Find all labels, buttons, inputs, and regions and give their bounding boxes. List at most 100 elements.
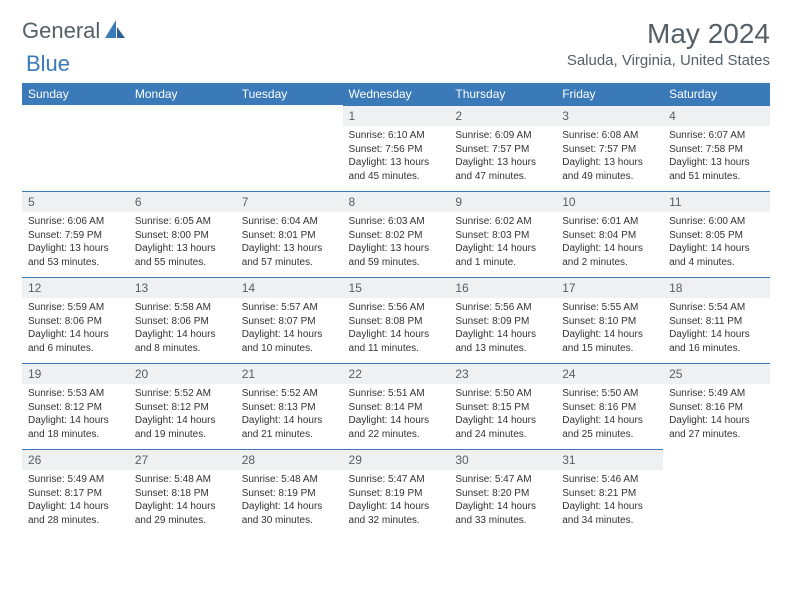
- calendar-day-cell: 16Sunrise: 5:56 AMSunset: 8:09 PMDayligh…: [449, 277, 556, 363]
- day-info: Sunrise: 5:46 AMSunset: 8:21 PMDaylight:…: [556, 470, 663, 531]
- weekday-header: Thursday: [449, 83, 556, 105]
- day-info: Sunrise: 6:06 AMSunset: 7:59 PMDaylight:…: [22, 212, 129, 273]
- month-title: May 2024: [567, 18, 770, 50]
- calendar-day-cell: 30Sunrise: 5:47 AMSunset: 8:20 PMDayligh…: [449, 449, 556, 535]
- weekday-header: Friday: [556, 83, 663, 105]
- day-number: 29: [343, 449, 450, 470]
- calendar-day-cell: 12Sunrise: 5:59 AMSunset: 8:06 PMDayligh…: [22, 277, 129, 363]
- day-number: 9: [449, 191, 556, 212]
- calendar-table: SundayMondayTuesdayWednesdayThursdayFrid…: [22, 83, 770, 535]
- calendar-day-cell: 14Sunrise: 5:57 AMSunset: 8:07 PMDayligh…: [236, 277, 343, 363]
- day-number: 4: [663, 105, 770, 126]
- day-info: Sunrise: 5:48 AMSunset: 8:19 PMDaylight:…: [236, 470, 343, 531]
- calendar-day-cell: 3Sunrise: 6:08 AMSunset: 7:57 PMDaylight…: [556, 105, 663, 191]
- day-info: Sunrise: 5:47 AMSunset: 8:20 PMDaylight:…: [449, 470, 556, 531]
- calendar-day-cell: 11Sunrise: 6:00 AMSunset: 8:05 PMDayligh…: [663, 191, 770, 277]
- day-info: Sunrise: 5:51 AMSunset: 8:14 PMDaylight:…: [343, 384, 450, 445]
- calendar-body: 1Sunrise: 6:10 AMSunset: 7:56 PMDaylight…: [22, 105, 770, 535]
- day-info: Sunrise: 5:47 AMSunset: 8:19 PMDaylight:…: [343, 470, 450, 531]
- day-number: 11: [663, 191, 770, 212]
- day-info: Sunrise: 5:56 AMSunset: 8:08 PMDaylight:…: [343, 298, 450, 359]
- logo-sail-icon: [104, 19, 126, 44]
- day-info: Sunrise: 5:55 AMSunset: 8:10 PMDaylight:…: [556, 298, 663, 359]
- weekday-header: Wednesday: [343, 83, 450, 105]
- calendar-day-cell: 17Sunrise: 5:55 AMSunset: 8:10 PMDayligh…: [556, 277, 663, 363]
- weekday-header: Tuesday: [236, 83, 343, 105]
- day-info: Sunrise: 5:52 AMSunset: 8:12 PMDaylight:…: [129, 384, 236, 445]
- calendar-day-cell: 9Sunrise: 6:02 AMSunset: 8:03 PMDaylight…: [449, 191, 556, 277]
- day-info: Sunrise: 6:07 AMSunset: 7:58 PMDaylight:…: [663, 126, 770, 187]
- day-info: Sunrise: 5:48 AMSunset: 8:18 PMDaylight:…: [129, 470, 236, 531]
- day-info: Sunrise: 6:10 AMSunset: 7:56 PMDaylight:…: [343, 126, 450, 187]
- weekday-header-row: SundayMondayTuesdayWednesdayThursdayFrid…: [22, 83, 770, 105]
- calendar-day-cell: 21Sunrise: 5:52 AMSunset: 8:13 PMDayligh…: [236, 363, 343, 449]
- logo-text-general: General: [22, 18, 100, 44]
- day-number: 22: [343, 363, 450, 384]
- day-number: 25: [663, 363, 770, 384]
- day-number: 27: [129, 449, 236, 470]
- day-number: 7: [236, 191, 343, 212]
- day-info: Sunrise: 6:04 AMSunset: 8:01 PMDaylight:…: [236, 212, 343, 273]
- day-info: Sunrise: 5:53 AMSunset: 8:12 PMDaylight:…: [22, 384, 129, 445]
- day-number: 20: [129, 363, 236, 384]
- day-info: Sunrise: 5:57 AMSunset: 8:07 PMDaylight:…: [236, 298, 343, 359]
- calendar-day-cell: 28Sunrise: 5:48 AMSunset: 8:19 PMDayligh…: [236, 449, 343, 535]
- day-number: 13: [129, 277, 236, 298]
- title-block: May 2024 Saluda, Virginia, United States: [567, 18, 770, 69]
- calendar-day-cell: 31Sunrise: 5:46 AMSunset: 8:21 PMDayligh…: [556, 449, 663, 535]
- calendar-day-cell: 25Sunrise: 5:49 AMSunset: 8:16 PMDayligh…: [663, 363, 770, 449]
- calendar-day-cell: 8Sunrise: 6:03 AMSunset: 8:02 PMDaylight…: [343, 191, 450, 277]
- day-info: Sunrise: 5:49 AMSunset: 8:17 PMDaylight:…: [22, 470, 129, 531]
- calendar-day-cell: 15Sunrise: 5:56 AMSunset: 8:08 PMDayligh…: [343, 277, 450, 363]
- calendar-week-row: 26Sunrise: 5:49 AMSunset: 8:17 PMDayligh…: [22, 449, 770, 535]
- calendar-day-cell: 23Sunrise: 5:50 AMSunset: 8:15 PMDayligh…: [449, 363, 556, 449]
- calendar-day-cell: 5Sunrise: 6:06 AMSunset: 7:59 PMDaylight…: [22, 191, 129, 277]
- calendar-day-cell: 22Sunrise: 5:51 AMSunset: 8:14 PMDayligh…: [343, 363, 450, 449]
- day-info: Sunrise: 6:03 AMSunset: 8:02 PMDaylight:…: [343, 212, 450, 273]
- calendar-day-cell: 7Sunrise: 6:04 AMSunset: 8:01 PMDaylight…: [236, 191, 343, 277]
- day-number: 8: [343, 191, 450, 212]
- calendar-day-cell: [236, 105, 343, 191]
- day-number: 24: [556, 363, 663, 384]
- day-number: 12: [22, 277, 129, 298]
- calendar-day-cell: [22, 105, 129, 191]
- calendar-day-cell: 19Sunrise: 5:53 AMSunset: 8:12 PMDayligh…: [22, 363, 129, 449]
- day-number: 18: [663, 277, 770, 298]
- day-number: 26: [22, 449, 129, 470]
- calendar-day-cell: 24Sunrise: 5:50 AMSunset: 8:16 PMDayligh…: [556, 363, 663, 449]
- calendar-week-row: 19Sunrise: 5:53 AMSunset: 8:12 PMDayligh…: [22, 363, 770, 449]
- day-info: Sunrise: 6:00 AMSunset: 8:05 PMDaylight:…: [663, 212, 770, 273]
- calendar-day-cell: 29Sunrise: 5:47 AMSunset: 8:19 PMDayligh…: [343, 449, 450, 535]
- day-number: 15: [343, 277, 450, 298]
- calendar-day-cell: 4Sunrise: 6:07 AMSunset: 7:58 PMDaylight…: [663, 105, 770, 191]
- day-info: Sunrise: 6:08 AMSunset: 7:57 PMDaylight:…: [556, 126, 663, 187]
- day-info: Sunrise: 5:56 AMSunset: 8:09 PMDaylight:…: [449, 298, 556, 359]
- weekday-header: Saturday: [663, 83, 770, 105]
- day-number: 16: [449, 277, 556, 298]
- day-number: 6: [129, 191, 236, 212]
- calendar-day-cell: 20Sunrise: 5:52 AMSunset: 8:12 PMDayligh…: [129, 363, 236, 449]
- day-number: 2: [449, 105, 556, 126]
- calendar-day-cell: 6Sunrise: 6:05 AMSunset: 8:00 PMDaylight…: [129, 191, 236, 277]
- calendar-day-cell: [663, 449, 770, 535]
- day-info: Sunrise: 5:50 AMSunset: 8:16 PMDaylight:…: [556, 384, 663, 445]
- calendar-day-cell: 13Sunrise: 5:58 AMSunset: 8:06 PMDayligh…: [129, 277, 236, 363]
- day-info: Sunrise: 5:49 AMSunset: 8:16 PMDaylight:…: [663, 384, 770, 445]
- day-info: Sunrise: 5:54 AMSunset: 8:11 PMDaylight:…: [663, 298, 770, 359]
- day-info: Sunrise: 6:05 AMSunset: 8:00 PMDaylight:…: [129, 212, 236, 273]
- day-number: 28: [236, 449, 343, 470]
- day-number: 1: [343, 105, 450, 126]
- day-info: Sunrise: 6:01 AMSunset: 8:04 PMDaylight:…: [556, 212, 663, 273]
- location: Saluda, Virginia, United States: [567, 52, 770, 69]
- day-number: 31: [556, 449, 663, 470]
- day-info: Sunrise: 5:50 AMSunset: 8:15 PMDaylight:…: [449, 384, 556, 445]
- day-number: 17: [556, 277, 663, 298]
- calendar-week-row: 1Sunrise: 6:10 AMSunset: 7:56 PMDaylight…: [22, 105, 770, 191]
- logo: General: [22, 18, 128, 44]
- day-number: 10: [556, 191, 663, 212]
- day-info: Sunrise: 5:58 AMSunset: 8:06 PMDaylight:…: [129, 298, 236, 359]
- calendar-day-cell: 26Sunrise: 5:49 AMSunset: 8:17 PMDayligh…: [22, 449, 129, 535]
- calendar-day-cell: 2Sunrise: 6:09 AMSunset: 7:57 PMDaylight…: [449, 105, 556, 191]
- calendar-week-row: 5Sunrise: 6:06 AMSunset: 7:59 PMDaylight…: [22, 191, 770, 277]
- day-number: 5: [22, 191, 129, 212]
